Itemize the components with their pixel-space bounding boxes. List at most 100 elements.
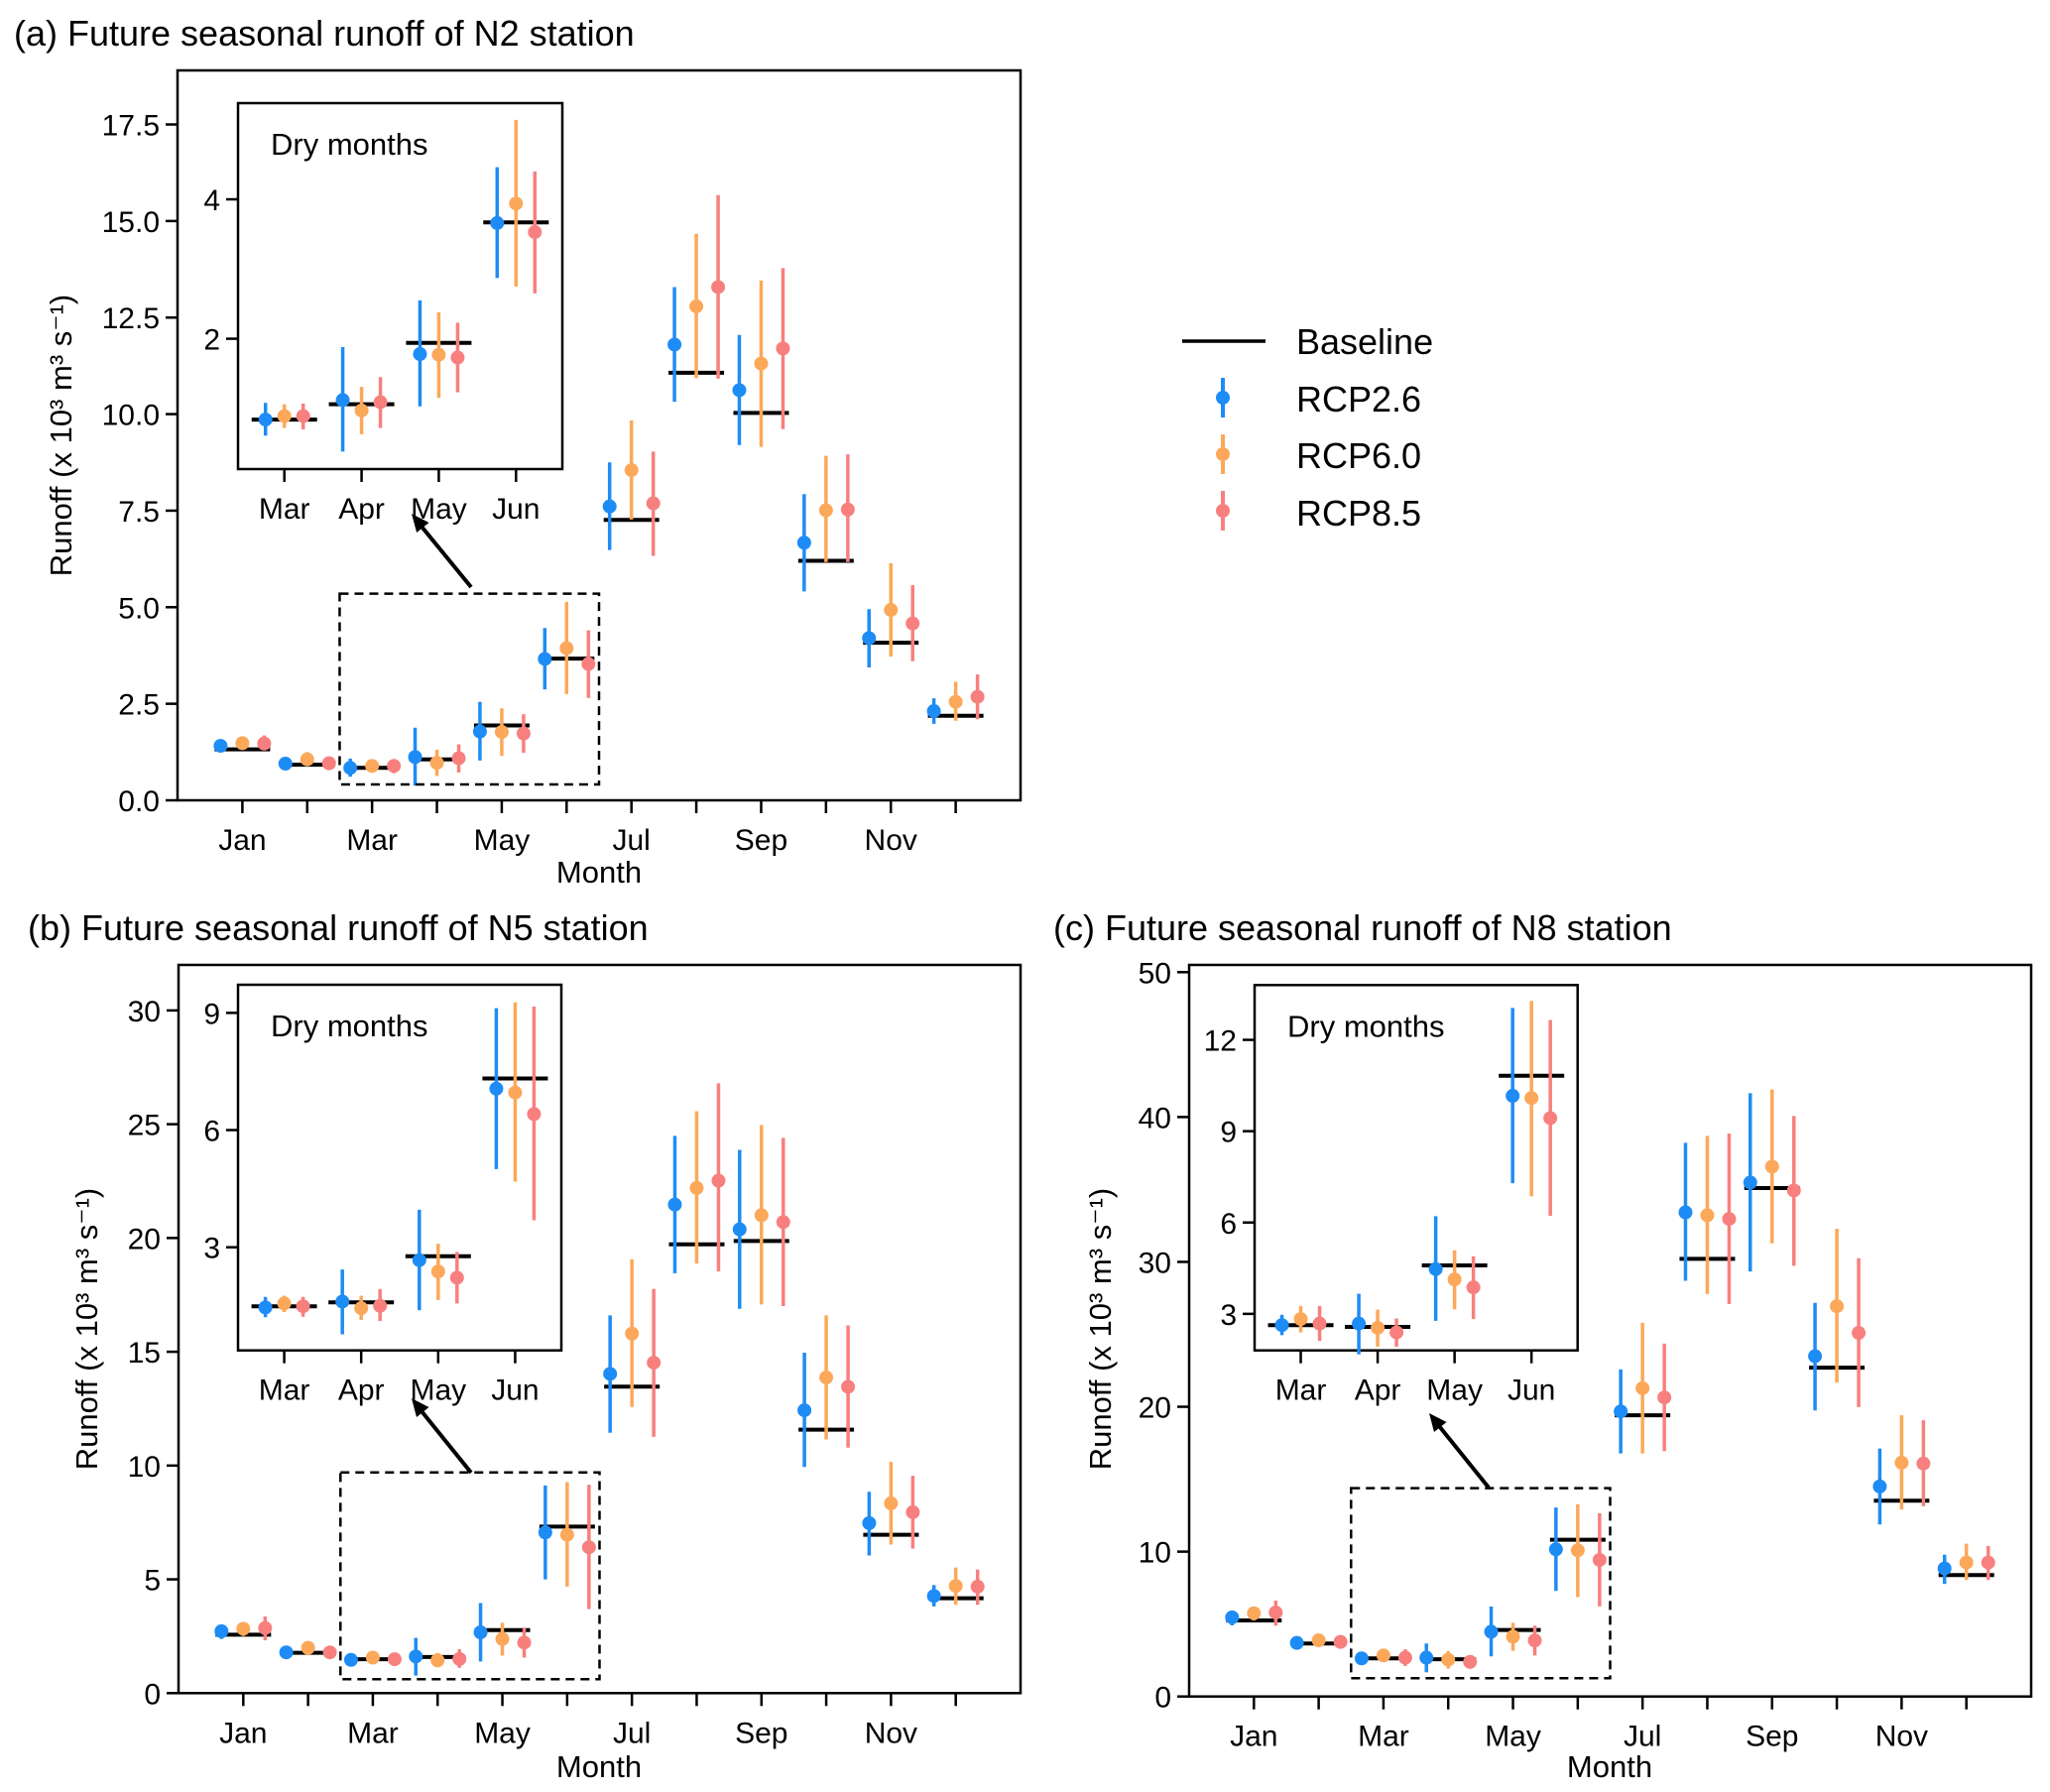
inset-y-tick-label: 2 (203, 324, 220, 357)
panel-c-n8-station: (c) Future seasonal runoff of N8 station… (1053, 907, 2033, 1784)
panel-title: (b) Future seasonal runoff of N5 station (28, 907, 649, 948)
y-tick-label: 10.0 (102, 400, 160, 432)
inset-y-tick-label: 3 (203, 1233, 220, 1265)
y-tick-label: 7.5 (118, 496, 160, 529)
rcp60-point-sep (754, 1208, 769, 1223)
y-tick-label: 30 (128, 996, 161, 1028)
x-tick-label: Sep (735, 824, 787, 857)
inset-y-tick-label: 9 (203, 998, 220, 1030)
rcp26-point-jul (603, 1367, 618, 1381)
rcp85-point-mar (387, 1652, 402, 1667)
rcp85-point-jan (258, 1620, 273, 1635)
rcp26-point-sep (732, 1222, 747, 1237)
y-axis-label: Runoff (x 10³ m³ s⁻¹) (69, 1188, 104, 1471)
rcp60-point-sep (1764, 1159, 1779, 1174)
rcp85-point-mar (1312, 1316, 1327, 1331)
rcp85-point-aug (711, 1173, 726, 1188)
rcp60-point-may (431, 347, 446, 362)
rcp26-point-jun (489, 1081, 504, 1096)
rcp85-point-sep (1786, 1183, 1801, 1198)
rcp85-point-aug (1722, 1212, 1737, 1227)
main-data (1225, 1089, 1995, 1673)
rcp60-point-jun (1524, 1091, 1539, 1106)
x-tick-label: Mar (1358, 1721, 1409, 1753)
inset-x-tick-label: Jun (491, 1374, 539, 1407)
rcp60-point-nov (1894, 1455, 1909, 1470)
zoom-arrow (416, 1404, 473, 1475)
rcp85-point-jun (1543, 1111, 1558, 1126)
plot-frame (177, 963, 1023, 1695)
rcp60-point-mar (1376, 1648, 1390, 1663)
inset-y-tick-label: 12 (1204, 1025, 1237, 1058)
rcp26-point-mar (258, 413, 273, 427)
rcp26-point-may (473, 1625, 488, 1640)
y-tick-label: 10 (128, 1451, 161, 1484)
rcp26-point-nov (862, 631, 877, 646)
plot-frame (176, 68, 1023, 802)
inset-title: Dry months (1287, 1009, 1444, 1043)
rcp85-point-aug (711, 280, 726, 295)
rcp26-point-apr (335, 1294, 350, 1309)
rcp26-point-jun (1548, 1542, 1563, 1557)
inset-x-tick-label: May (410, 1374, 466, 1407)
rcp60-point-may (1447, 1272, 1462, 1287)
x-tick-label: Sep (1746, 1721, 1798, 1753)
rcp85-point-oct (841, 1379, 856, 1394)
rcp26-point-jun (490, 215, 505, 230)
x-tick-label: Jul (613, 824, 651, 857)
y-tick-label: 5 (144, 1565, 161, 1598)
rcp85-point-may (1527, 1633, 1542, 1648)
rcp60-point-nov (884, 603, 899, 618)
inset-frame (236, 983, 563, 1352)
main-data (213, 194, 985, 786)
rcp60-point-dec (1959, 1555, 1974, 1570)
y-tick-label: 17.5 (102, 110, 160, 143)
rcp26-point-feb (279, 1645, 294, 1660)
y-tick-label: 30 (1139, 1247, 1171, 1279)
rcp26-point-may (472, 724, 487, 739)
rcp60-point-dec (948, 694, 963, 709)
zoom-arrow-head (412, 1398, 429, 1418)
rcp26-point-oct (1808, 1349, 1823, 1364)
rcp85-point-oct (1852, 1326, 1867, 1341)
rcp85-point-mar (296, 409, 310, 423)
panel-title: (a) Future seasonal runoff of N2 station (14, 13, 635, 54)
y-tick-label: 5.0 (118, 592, 160, 625)
y-tick-label: 0 (144, 1678, 161, 1711)
rcp60-point-jul (625, 1326, 640, 1341)
x-axis-label: Month (556, 855, 642, 890)
rcp26-point-jul (1614, 1404, 1628, 1419)
inset-frame (236, 101, 564, 471)
rcp26-point-may (413, 347, 427, 362)
x-tick-label: Jan (1230, 1721, 1277, 1753)
rcp85-point-jun (527, 1107, 542, 1122)
x-tick-label: Jul (1624, 1721, 1661, 1753)
rcp26-point-oct (796, 536, 811, 550)
rcp60-point-may (430, 1264, 445, 1279)
legend-item-rcp85: RCP8.5 (1216, 491, 1421, 534)
rcp60-point-aug (689, 1180, 704, 1195)
y-tick-label: 2.5 (118, 689, 160, 722)
x-tick-label: Mar (346, 824, 398, 857)
inset-y-tick-label: 4 (203, 184, 220, 217)
legend-label-rcp26: RCP2.6 (1296, 379, 1421, 419)
rcp85-point-apr (452, 1651, 467, 1666)
rcp85-point-nov (905, 1504, 920, 1519)
inset-dry-months: 2 4 Mar Apr May Jun Dry months (203, 101, 564, 526)
rcp26-point-dec (926, 1589, 941, 1604)
rcp26-point-jun (538, 1525, 552, 1540)
rcp26-point-jan (1225, 1610, 1240, 1624)
rcp85-point-sep (776, 1215, 790, 1230)
x-tick-label: Nov (865, 1717, 917, 1749)
rcp60-point-nov (884, 1495, 899, 1510)
zoom-arrow-head (412, 514, 429, 534)
inset-frame (1253, 984, 1579, 1352)
rcp85-point-mar (296, 1299, 310, 1314)
zoom-arrow (1433, 1419, 1491, 1490)
x-tick-label: Jan (218, 824, 266, 857)
rcp60-point-apr (1371, 1320, 1386, 1335)
rcp85-point-jan (1268, 1605, 1283, 1619)
rcp60-point-jul (624, 463, 639, 478)
rcp60-point-feb (301, 1640, 315, 1655)
rcp26-point-jun (538, 652, 552, 666)
